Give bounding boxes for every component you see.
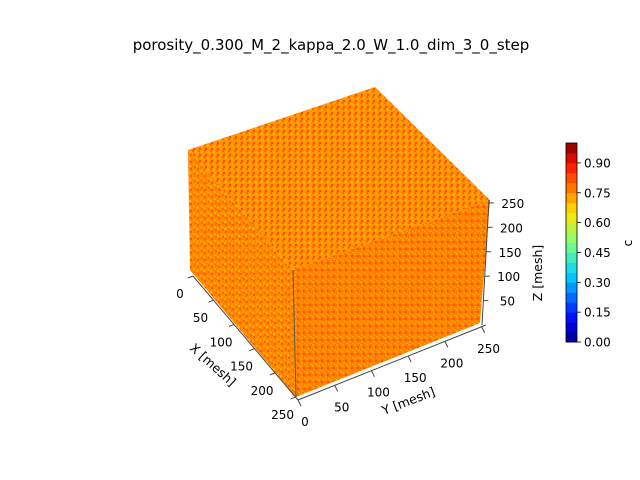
- colorbar-tick-label: 0.45: [584, 246, 611, 260]
- colorbar-band: [566, 162, 577, 174]
- x_axis-tick-label: 250: [271, 408, 294, 422]
- y_axis-tick-mark: [481, 326, 486, 333]
- z-axis-line: [481, 199, 490, 326]
- colorbar-band: [566, 212, 577, 224]
- colorbar-band: [566, 192, 577, 204]
- colorbar-band: [566, 312, 577, 323]
- y_axis-tick-label: 150: [404, 371, 427, 385]
- colorbar-tick-label: 0.60: [584, 216, 611, 230]
- colorbar-band: [566, 302, 577, 313]
- y_axis-tick-label: 250: [477, 342, 500, 356]
- z-axis-label: Z [mesh]: [530, 245, 545, 302]
- colorbar-tick-label: 0.15: [584, 306, 611, 320]
- chart-title: porosity_0.300_M_2_kappa_2.0_W_1.0_dim_3…: [133, 36, 530, 55]
- y_axis-tick-label: 100: [367, 386, 390, 400]
- z_axis-tick-label: 200: [500, 221, 523, 235]
- colorbar-band: [566, 242, 577, 253]
- colorbar-band: [566, 272, 577, 283]
- z-axis-ticks: 50 100 150 200 250: [483, 197, 524, 309]
- y_axis-tick-label: 200: [440, 356, 463, 370]
- colorbar-band: [566, 202, 577, 214]
- colorbar-band: [566, 332, 577, 343]
- x_axis-tick-mark: [269, 372, 276, 376]
- x_axis-tick-mark: [228, 323, 235, 327]
- axis-lines: [192, 199, 490, 401]
- x_axis-tick-label: 100: [210, 335, 233, 349]
- z_axis-tick-label: 50: [500, 295, 515, 309]
- x_axis-tick-label: 200: [251, 384, 274, 398]
- colorbar-tick-label: 0.75: [584, 186, 611, 200]
- colorbar-band: [566, 262, 577, 273]
- colorbar-tick-label: 0.00: [584, 336, 611, 350]
- colorbar-band: [566, 322, 577, 333]
- colorbar: 0.00 0.15 0.30 0.45 0.60 0.75 0.90 c: [565, 142, 635, 350]
- x_axis-tick-label: 50: [193, 311, 208, 325]
- y_axis-tick-mark: [370, 370, 375, 377]
- colorbar-band: [566, 292, 577, 303]
- cube-left-face: [188, 150, 296, 397]
- colorbar-band: [566, 282, 577, 293]
- y_axis-tick-label: 0: [301, 415, 309, 429]
- cube-top-face: [188, 87, 490, 270]
- front-edge: [292, 269, 297, 398]
- colorbar-bands: [566, 143, 577, 343]
- x_axis-tick-mark: [290, 396, 296, 400]
- colorbar-frame: [565, 142, 578, 343]
- x_axis-tick-label: 0: [176, 287, 184, 301]
- y_axis-tick-mark: [444, 341, 449, 348]
- y-axis-line: [297, 324, 487, 401]
- y_axis-tick-mark: [334, 385, 339, 392]
- x_axis-tick-mark: [249, 348, 255, 352]
- z_axis-tick-label: 100: [497, 270, 520, 284]
- colorbar-band: [566, 232, 577, 243]
- colorbar-tick-label: 0.30: [584, 276, 611, 290]
- colorbar-label: c: [620, 239, 635, 246]
- colorbar-band: [566, 252, 577, 263]
- colorbar-band: [566, 152, 577, 164]
- z_axis-tick-label: 150: [499, 246, 522, 260]
- x-axis-line: [192, 275, 299, 401]
- y_axis-tick-mark: [297, 399, 302, 407]
- z_axis-tick-label: 250: [501, 197, 524, 211]
- colorbar-band: [566, 172, 577, 184]
- y-axis-ticks: 0 50 100 150 200 250: [297, 326, 500, 429]
- x_axis-tick-mark: [187, 275, 194, 279]
- colorbar-band: [566, 143, 577, 154]
- cube-right-face: [293, 200, 490, 397]
- colorbar-band: [566, 222, 577, 234]
- colorbar-tick-label: 0.90: [584, 156, 611, 170]
- x_axis-tick-mark: [208, 299, 214, 303]
- y_axis-tick-mark: [407, 355, 412, 363]
- y_axis-tick-label: 50: [334, 400, 349, 414]
- colorbar-band: [566, 182, 577, 194]
- x_axis-tick-label: 150: [230, 360, 253, 374]
- colorbar-ticks: 0.00 0.15 0.30 0.45 0.60 0.75 0.90: [577, 156, 611, 350]
- voxel-cube: [188, 87, 490, 397]
